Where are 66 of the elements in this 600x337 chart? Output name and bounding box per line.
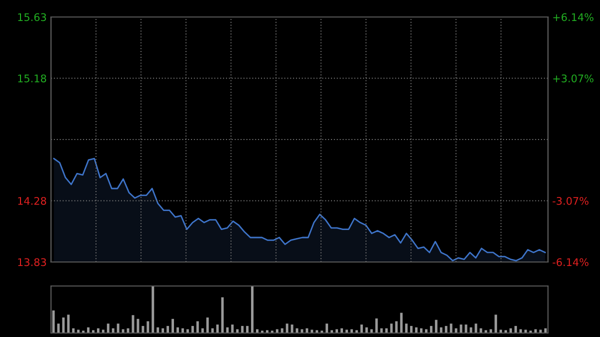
bar xyxy=(336,329,338,333)
bar xyxy=(424,329,428,333)
bar xyxy=(186,329,189,333)
y-tick-label: 15.18 xyxy=(18,74,46,82)
bar xyxy=(256,329,258,333)
bar xyxy=(490,329,492,333)
y-tick-label: 15.63 xyxy=(18,13,46,22)
bar xyxy=(67,314,70,333)
bar xyxy=(251,286,254,333)
bar xyxy=(360,324,363,333)
bar xyxy=(106,324,110,333)
bar xyxy=(519,329,522,333)
bar xyxy=(57,324,60,333)
bar xyxy=(136,318,140,333)
bar xyxy=(345,330,348,333)
bar xyxy=(524,330,527,333)
bar xyxy=(196,321,199,333)
y-tick-label: 13.83 xyxy=(18,258,46,266)
bar xyxy=(286,324,288,333)
bar xyxy=(410,326,413,333)
bar xyxy=(62,317,65,333)
bar xyxy=(460,324,462,333)
bar xyxy=(191,326,194,333)
bar xyxy=(534,329,537,333)
bar xyxy=(405,324,408,333)
bar xyxy=(539,330,542,333)
bar xyxy=(375,318,378,333)
bar xyxy=(370,329,373,333)
bar xyxy=(326,324,328,333)
bar xyxy=(221,297,224,333)
y2-tick-label: +6.14% xyxy=(553,13,594,22)
bar xyxy=(390,324,393,333)
bar xyxy=(500,330,502,333)
bar xyxy=(122,329,124,333)
bar xyxy=(152,286,154,333)
bar xyxy=(166,326,170,333)
bar xyxy=(290,324,294,333)
bar xyxy=(172,318,174,333)
bar xyxy=(116,324,120,333)
bar xyxy=(206,317,209,333)
bar xyxy=(474,324,478,333)
y2-tick-label: -3.07% xyxy=(552,196,588,205)
bar xyxy=(77,330,80,333)
bar xyxy=(146,321,150,333)
y2-tick-label: -6.14% xyxy=(552,258,588,266)
bar xyxy=(52,310,55,333)
bar xyxy=(400,312,403,333)
bar xyxy=(231,324,234,333)
bar xyxy=(494,314,498,333)
bar xyxy=(350,329,353,333)
bar xyxy=(142,326,144,333)
y-tick-label: 14.28 xyxy=(18,196,46,205)
bar xyxy=(450,324,452,333)
bar xyxy=(430,326,432,333)
bar xyxy=(276,329,278,333)
bar xyxy=(395,321,398,333)
bar xyxy=(246,326,249,333)
bar xyxy=(241,326,244,333)
bar xyxy=(300,329,304,333)
bar xyxy=(102,330,104,333)
bar xyxy=(514,326,517,333)
y2-tick-label: +3.07% xyxy=(553,74,594,82)
bar xyxy=(444,326,448,333)
bar xyxy=(434,320,438,333)
bar xyxy=(310,330,314,333)
bar xyxy=(236,329,239,333)
